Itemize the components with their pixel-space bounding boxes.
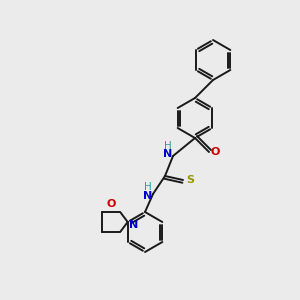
Text: S: S (186, 175, 194, 185)
Text: N: N (129, 220, 138, 230)
Text: H: H (144, 182, 152, 192)
Text: O: O (210, 147, 220, 157)
Text: H: H (164, 141, 172, 151)
Text: O: O (107, 200, 116, 209)
Text: N: N (164, 149, 172, 159)
Text: N: N (143, 191, 153, 201)
